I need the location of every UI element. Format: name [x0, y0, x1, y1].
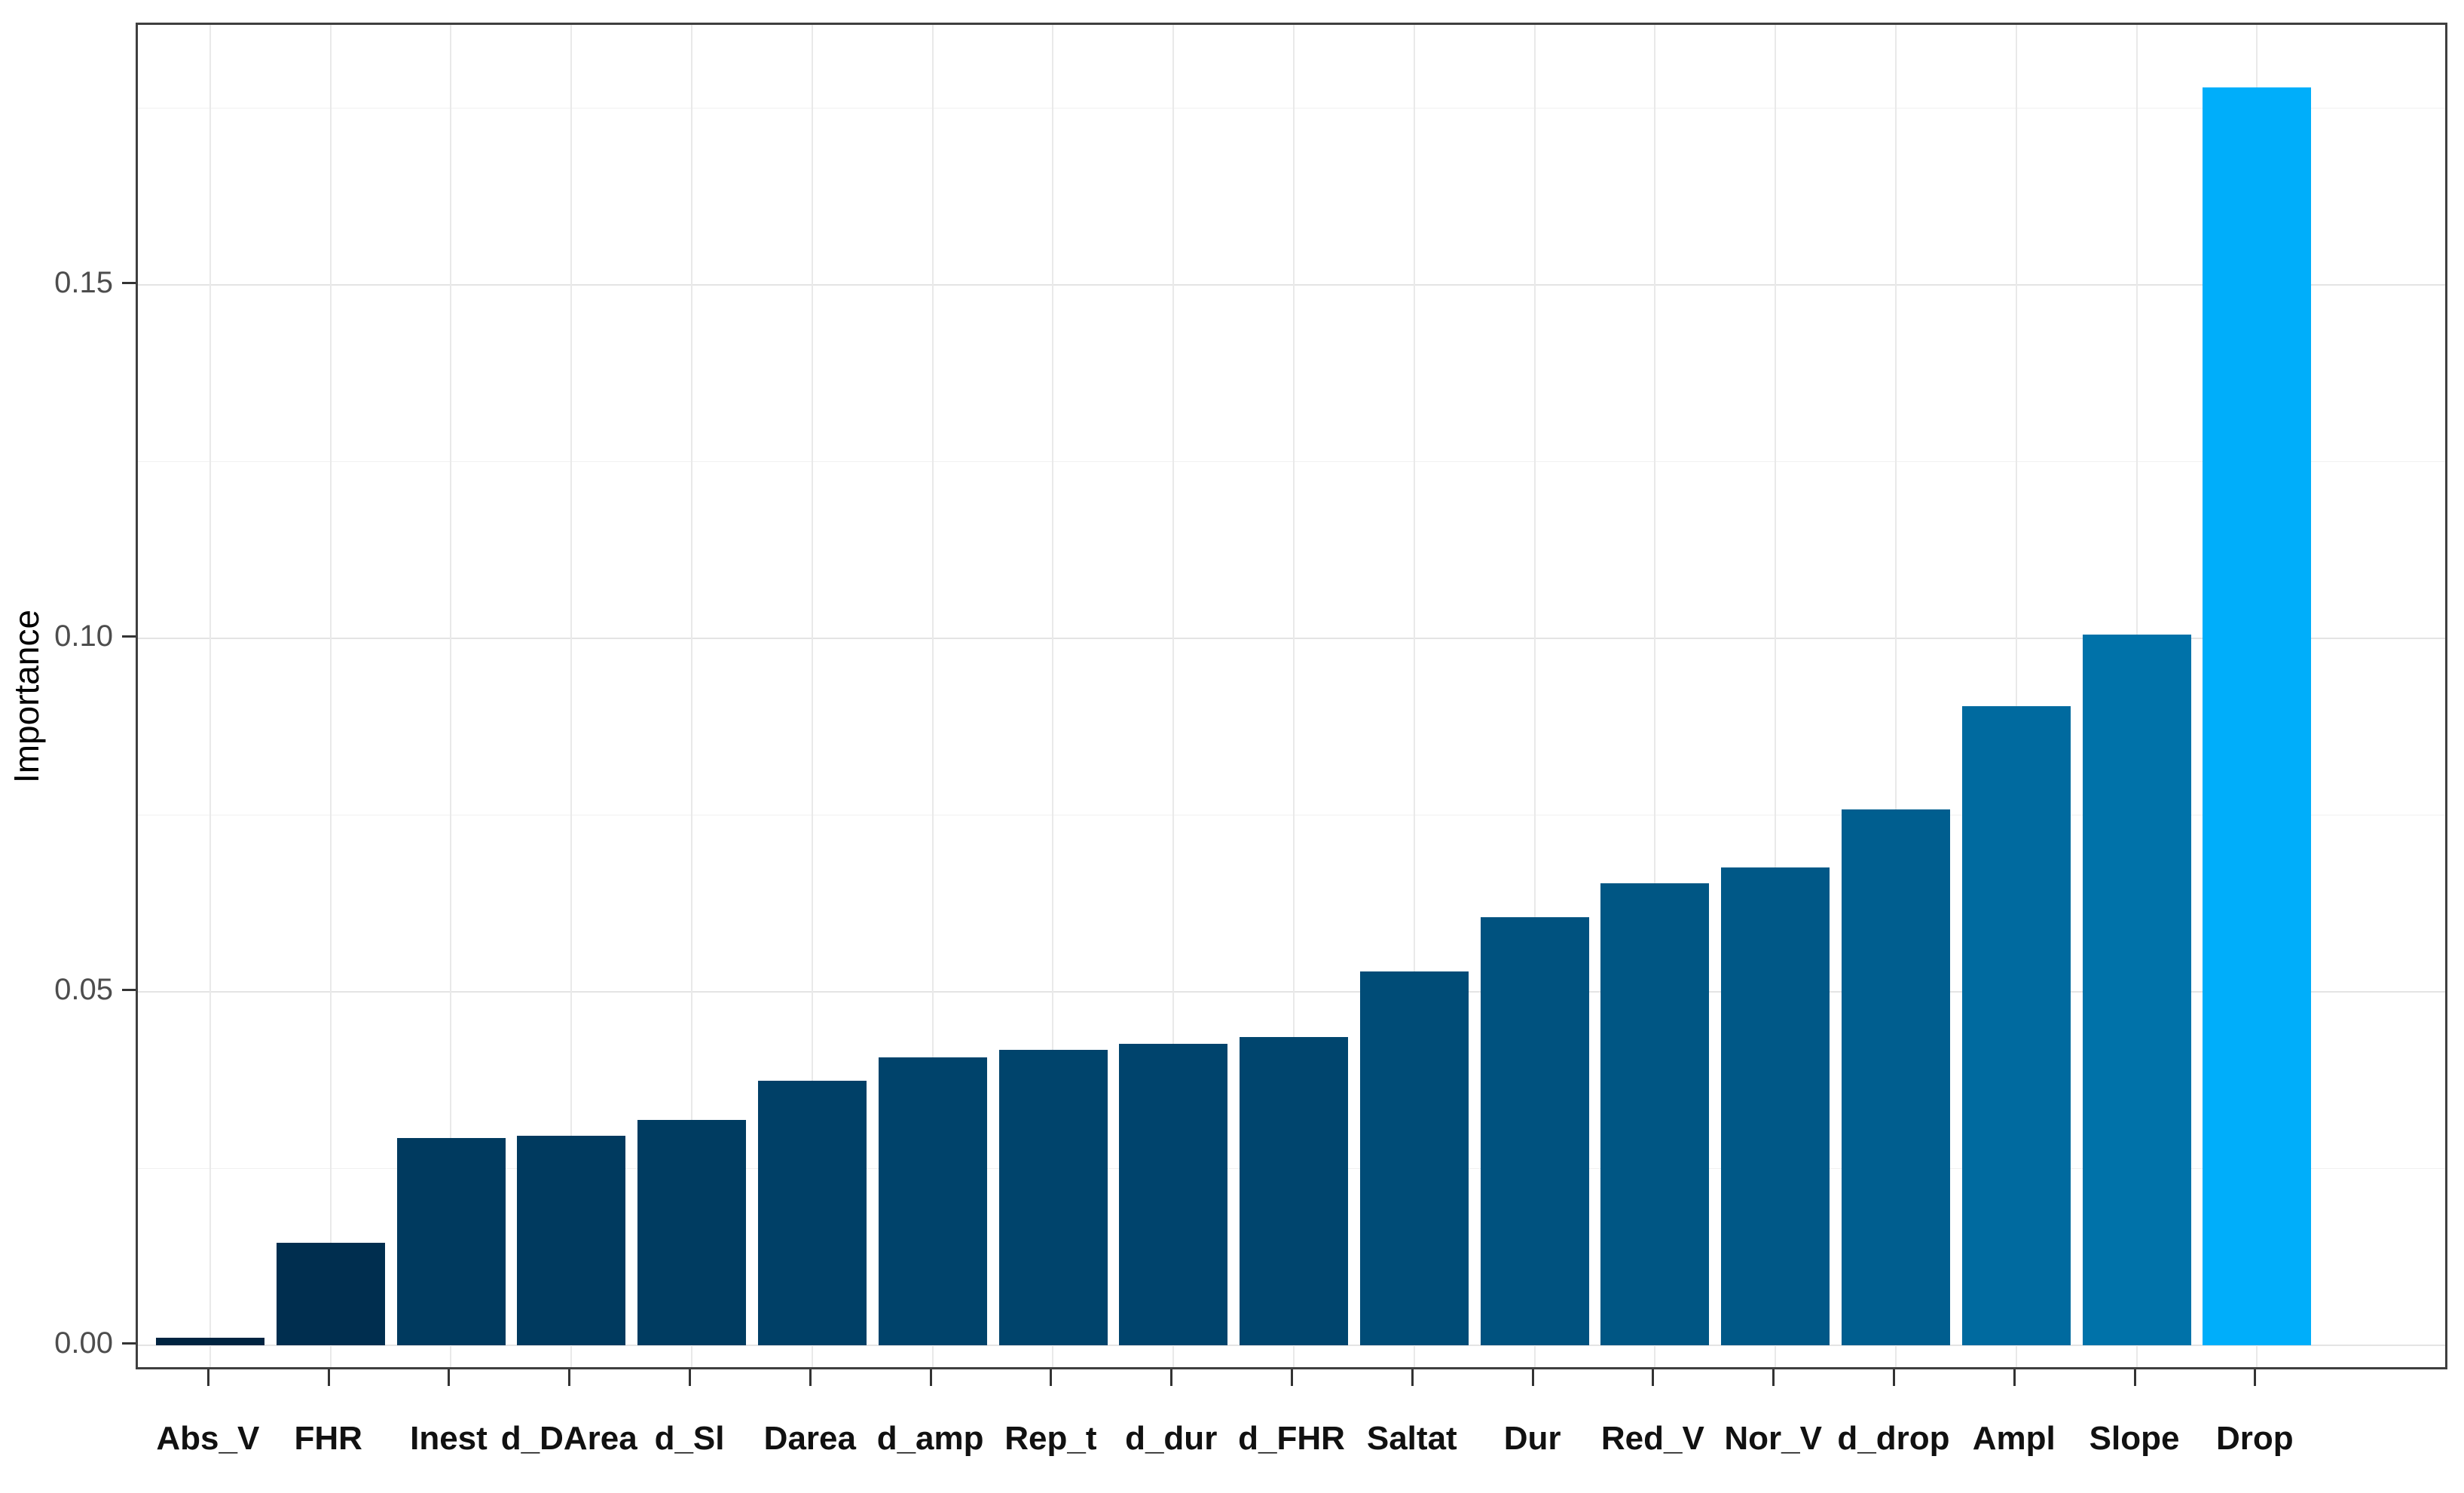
x-tick-label-d_drop: d_drop [1837, 1420, 1950, 1457]
bar-Slope [2083, 635, 2191, 1345]
gridline-major-y [138, 1345, 2445, 1346]
gridline-x-Darea [811, 25, 813, 1367]
bar-Red_V [1600, 883, 1709, 1345]
gridline-minor-y [138, 107, 2445, 109]
gridline-x-d_dur [1172, 25, 1175, 1367]
x-tick-label-Dur: Dur [1503, 1420, 1561, 1457]
bar-d_DArea [517, 1136, 625, 1345]
gridline-x-FHR [329, 25, 332, 1367]
gridline-x-Abs_V [209, 25, 211, 1367]
bar-d_dur [1119, 1044, 1227, 1345]
y-tick-mark [122, 1342, 136, 1345]
y-axis-title-wrap: Importance [0, 23, 53, 1369]
x-tick-mark [206, 1369, 209, 1386]
x-tick-mark [1652, 1369, 1655, 1386]
gridline-x-Saltat [1413, 25, 1415, 1367]
gridline-x-d_FHR [1293, 25, 1295, 1367]
gridline-x-Ampl [2015, 25, 2017, 1367]
gridline-x-Rep_t [1052, 25, 1054, 1367]
x-tick-label-d_Sl: d_Sl [654, 1420, 725, 1457]
x-tick-label-d_dur: d_dur [1125, 1420, 1218, 1457]
x-tick-label-Red_V: Red_V [1600, 1420, 1704, 1457]
x-tick-mark [327, 1369, 330, 1386]
x-tick-label-Slope: Slope [2089, 1420, 2180, 1457]
gridline-x-Nor_V [1775, 25, 1777, 1367]
gridline-major-y [138, 284, 2445, 286]
x-tick-mark [1291, 1369, 1293, 1386]
y-tick-label: 0.00 [54, 1326, 113, 1360]
gridline-major-y [138, 991, 2445, 993]
bar-Dur [1481, 917, 1589, 1345]
x-tick-mark [1411, 1369, 1414, 1386]
bar-Drop [2203, 87, 2311, 1345]
bar-Darea [758, 1081, 867, 1345]
x-tick-label-d_amp: d_amp [876, 1420, 984, 1457]
x-tick-label-d_DArea: d_DArea [500, 1420, 637, 1457]
gridline-x-d_DArea [570, 25, 573, 1367]
x-tick-label-Drop: Drop [2216, 1420, 2294, 1457]
bar-Nor_V [1721, 867, 1830, 1345]
x-tick-mark [568, 1369, 571, 1386]
x-tick-mark [2133, 1369, 2136, 1386]
y-tick-label: 0.15 [54, 266, 113, 299]
plot-panel [136, 23, 2447, 1369]
bar-d_amp [879, 1057, 987, 1345]
bar-FHR [277, 1243, 385, 1345]
x-tick-mark [809, 1369, 812, 1386]
bar-Ampl [1962, 706, 2071, 1345]
x-tick-mark [2254, 1369, 2257, 1386]
x-tick-label-Rep_t: Rep_t [1004, 1420, 1097, 1457]
x-tick-label-FHR: FHR [294, 1420, 362, 1457]
gridline-major-y [138, 638, 2445, 639]
x-tick-mark [1892, 1369, 1895, 1386]
bar-Inest [397, 1138, 506, 1345]
y-tick-label: 0.05 [54, 973, 113, 1006]
x-tick-mark [1772, 1369, 1775, 1386]
gridline-minor-y [138, 460, 2445, 462]
gridline-x-d_drop [1894, 25, 1897, 1367]
x-tick-label-d_FHR: d_FHR [1238, 1420, 1345, 1457]
bar-Saltat [1360, 971, 1469, 1345]
x-tick-label-Nor_V: Nor_V [1724, 1420, 1822, 1457]
x-tick-mark [2013, 1369, 2016, 1386]
x-tick-mark [1050, 1369, 1053, 1386]
y-tick-mark [122, 635, 136, 638]
x-tick-mark [929, 1369, 932, 1386]
x-tick-mark [689, 1369, 692, 1386]
x-tick-label-Inest: Inest [410, 1420, 488, 1457]
y-tick-mark [122, 989, 136, 991]
gridline-x-d_amp [931, 25, 934, 1367]
y-tick-label: 0.10 [54, 620, 113, 653]
gridline-x-Dur [1533, 25, 1536, 1367]
gridline-x-d_Sl [691, 25, 693, 1367]
x-tick-mark [1170, 1369, 1173, 1386]
y-tick-mark [122, 282, 136, 284]
bar-Abs_V [156, 1338, 264, 1345]
x-tick-label-Saltat: Saltat [1366, 1420, 1457, 1457]
x-tick-label-Abs_V: Abs_V [156, 1420, 260, 1457]
gridline-x-Red_V [1654, 25, 1656, 1367]
gridline-x-Inest [450, 25, 452, 1367]
x-tick-mark [448, 1369, 451, 1386]
bar-d_Sl [637, 1120, 746, 1345]
bar-Rep_t [999, 1050, 1108, 1345]
x-tick-mark [1531, 1369, 1534, 1386]
x-tick-label-Darea: Darea [763, 1420, 856, 1457]
x-tick-label-Ampl: Ampl [1972, 1420, 2056, 1457]
bar-d_FHR [1240, 1037, 1348, 1345]
bar-d_drop [1842, 809, 1950, 1345]
